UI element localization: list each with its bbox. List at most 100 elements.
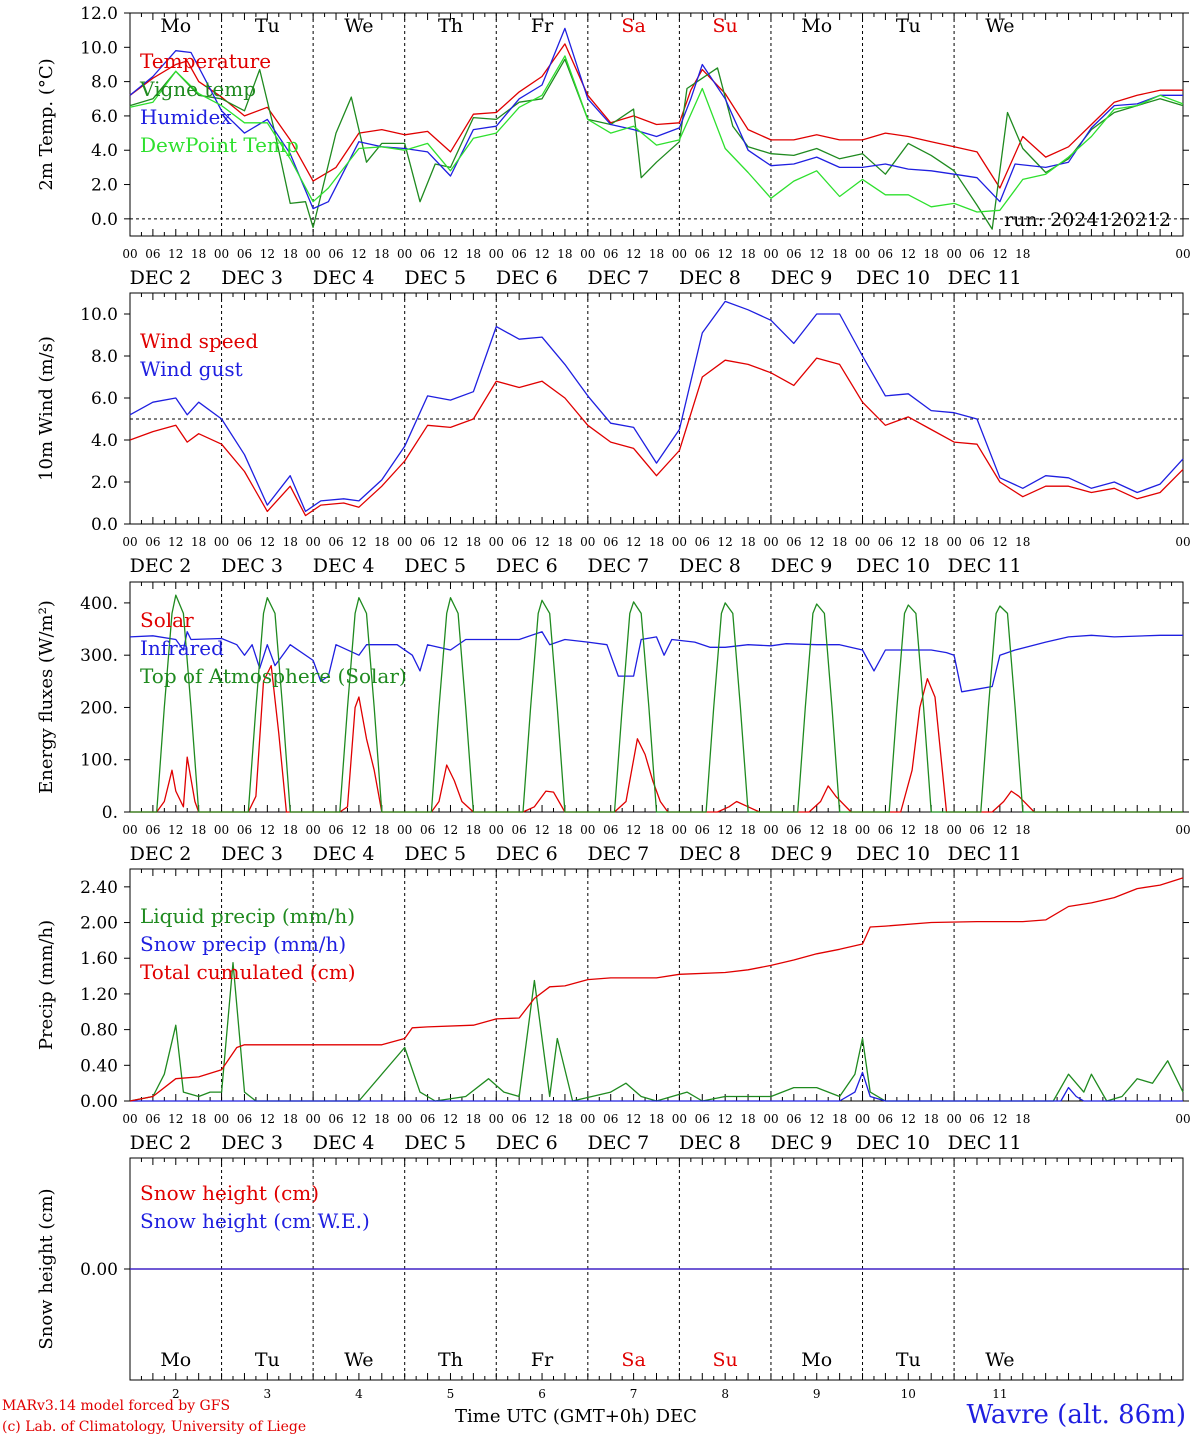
date-label: DEC 9	[771, 267, 833, 289]
hour-tick-label: 06	[237, 1112, 252, 1126]
hour-tick-label: 06	[603, 535, 618, 549]
date-label: DEC 6	[496, 1132, 558, 1154]
hour-tick-label: 06	[145, 535, 160, 549]
hour-tick-label: 00	[214, 247, 229, 261]
hour-tick-label: 00	[672, 1112, 687, 1126]
series-line-energy-2	[130, 594, 1183, 813]
y-tick-label: 2.40	[80, 878, 118, 898]
hour-tick-label: 18	[557, 1112, 572, 1126]
date-label: DEC 2	[130, 555, 192, 577]
hour-tick-label: 00	[672, 535, 687, 549]
run-label: run: 2024120212	[1004, 209, 1171, 231]
hour-tick-label: 06	[695, 823, 710, 837]
hour-tick-label: 12	[626, 1112, 641, 1126]
day-number-label: 9	[813, 1387, 821, 1401]
legend-entry: Liquid precip (mm/h)	[140, 904, 355, 928]
date-label: DEC 3	[221, 843, 283, 865]
y-tick-label: 6.0	[91, 107, 118, 127]
hour-tick-label: 06	[878, 247, 893, 261]
date-label: DEC 11	[948, 267, 1022, 289]
date-label: DEC 5	[404, 555, 466, 577]
date-label: DEC 8	[679, 1132, 741, 1154]
date-label: DEC 6	[496, 843, 558, 865]
date-label: DEC 2	[130, 1132, 192, 1154]
hour-tick-label: 06	[603, 247, 618, 261]
hour-tick-label: 18	[649, 823, 664, 837]
day-name-label: Fr	[531, 1349, 554, 1371]
hour-tick-label: 00	[1175, 247, 1190, 261]
hour-tick-label: 00	[489, 1112, 504, 1126]
y-tick-label: 6.0	[91, 389, 118, 409]
hour-tick-label: 06	[512, 1112, 527, 1126]
hour-tick-label: 12	[992, 823, 1007, 837]
hour-tick-label: 06	[328, 247, 343, 261]
hour-tick-label: 12	[992, 535, 1007, 549]
hour-tick-label: 00	[489, 535, 504, 549]
y-tick-label: 8.0	[91, 73, 118, 93]
hour-tick-label: 00	[946, 535, 961, 549]
hour-tick-label: 06	[328, 535, 343, 549]
hour-tick-label: 12	[168, 535, 183, 549]
hour-tick-label: 18	[557, 823, 572, 837]
hour-tick-label: 00	[489, 247, 504, 261]
hour-tick-label: 06	[603, 823, 618, 837]
legend-entry: Temperature	[140, 49, 271, 73]
series-line-energy-0	[130, 664, 1183, 813]
legend-entry: Total cumulated (cm)	[140, 960, 356, 984]
hour-tick-label: 12	[260, 823, 275, 837]
hour-tick-label: 18	[374, 535, 389, 549]
hour-tick-label: 18	[924, 535, 939, 549]
hour-tick-label: 00	[855, 535, 870, 549]
hour-tick-label: 12	[809, 247, 824, 261]
hour-tick-label: 18	[1015, 823, 1030, 837]
hour-tick-label: 06	[512, 247, 527, 261]
hour-tick-label: 00	[580, 247, 595, 261]
hour-tick-label: 18	[283, 247, 298, 261]
x-axis-title: Time UTC (GMT+0h) DEC	[455, 1406, 697, 1427]
day-name-label: We	[985, 1349, 1014, 1371]
date-label: DEC 3	[221, 555, 283, 577]
date-label: DEC 7	[587, 1132, 649, 1154]
y-tick-label: 1.60	[80, 949, 118, 969]
series-line-temp-1	[129, 58, 1184, 230]
date-label: DEC 9	[771, 555, 833, 577]
hour-tick-label: 12	[626, 535, 641, 549]
legend-entry: Humidex	[140, 105, 232, 129]
hour-tick-label: 12	[443, 535, 458, 549]
hour-tick-label: 06	[969, 823, 984, 837]
hour-tick-label: 18	[466, 535, 481, 549]
hour-tick-label: 00	[1175, 535, 1190, 549]
legend-entry: Solar	[140, 608, 194, 632]
hour-tick-label: 18	[466, 247, 481, 261]
hour-tick-label: 06	[237, 823, 252, 837]
hour-tick-label: 00	[397, 247, 412, 261]
series-line-precip-1	[130, 1071, 1183, 1102]
hour-tick-label: 12	[718, 535, 733, 549]
date-label: DEC 10	[856, 843, 930, 865]
hour-tick-label: 00	[214, 535, 229, 549]
day-name-label: We	[344, 1349, 373, 1371]
hour-tick-label: 18	[832, 823, 847, 837]
hour-tick-label: 06	[328, 1112, 343, 1126]
hour-tick-label: 00	[305, 1112, 320, 1126]
hour-tick-label: 00	[1175, 1112, 1190, 1126]
hour-tick-label: 00	[855, 247, 870, 261]
hour-tick-label: 18	[924, 247, 939, 261]
legend-entry: Snow precip (mm/h)	[140, 932, 346, 956]
hour-tick-label: 18	[832, 535, 847, 549]
day-name-label: Th	[438, 15, 463, 37]
day-name-label: We	[985, 15, 1014, 37]
date-label: DEC 8	[679, 267, 741, 289]
hour-tick-label: 18	[283, 535, 298, 549]
legend-entry: Snow height (cm)	[140, 1181, 319, 1205]
hour-tick-label: 12	[809, 535, 824, 549]
hour-tick-label: 06	[420, 823, 435, 837]
hour-tick-label: 06	[786, 1112, 801, 1126]
hour-tick-label: 18	[374, 1112, 389, 1126]
date-label: DEC 8	[679, 555, 741, 577]
hour-tick-label: 12	[992, 247, 1007, 261]
date-label: DEC 9	[771, 843, 833, 865]
credit-lab: (c) Lab. of Climatology, University of L…	[2, 1419, 307, 1435]
hour-tick-label: 06	[969, 1112, 984, 1126]
